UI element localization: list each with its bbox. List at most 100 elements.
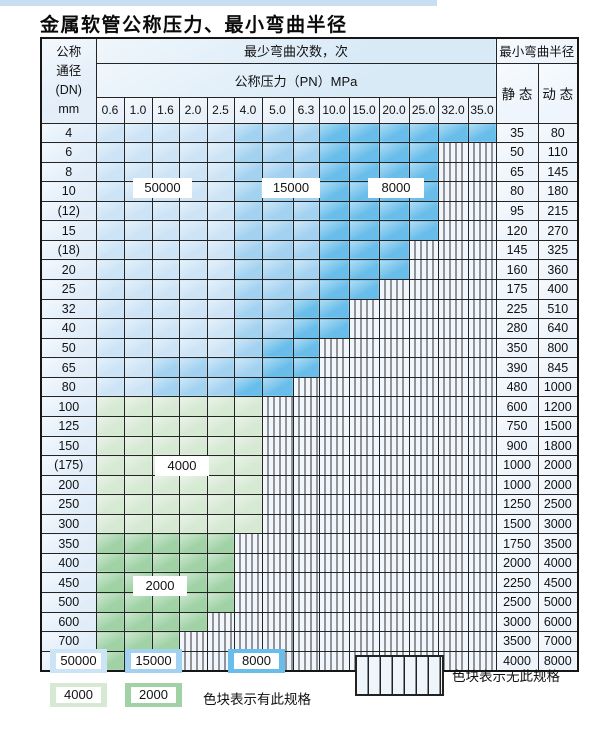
spec-cell-4000	[233, 415, 263, 437]
table-row: 25 175 400	[40, 279, 579, 300]
no-spec-cell	[178, 650, 208, 672]
no-spec-cell	[292, 552, 320, 574]
no-spec-cell	[292, 513, 320, 535]
no-spec-cell	[467, 415, 497, 437]
page-title: 金属软管公称压力、最小弯曲半径	[40, 14, 348, 36]
no-spec-cell	[348, 572, 380, 593]
spec-cell-4000	[233, 494, 263, 515]
static-value-cell: 1750	[495, 533, 539, 554]
no-spec-cell	[261, 474, 294, 496]
static-value-cell: 1000	[495, 474, 539, 496]
dn-cell: 100	[40, 396, 97, 417]
dn-cell: 150	[40, 435, 97, 457]
spec-cell-50000	[151, 239, 180, 261]
spec-cell-15000	[233, 181, 263, 202]
table-row: 450 2250 4500	[40, 572, 579, 593]
no-spec-cell	[378, 494, 410, 515]
spec-cell-4000	[233, 455, 263, 476]
static-value-cell: 3000	[495, 611, 539, 633]
table-row: 200 1000 2000	[40, 474, 579, 496]
dynamic-value-cell: 5000	[537, 592, 579, 613]
dn-cell: 80	[40, 376, 97, 398]
spec-cell-15000	[206, 376, 235, 398]
no-spec-cell	[348, 552, 380, 574]
no-spec-cell	[408, 376, 439, 398]
spec-cell-15000	[261, 259, 294, 280]
no-spec-cell	[408, 533, 439, 554]
no-spec-cell	[233, 572, 263, 593]
no-spec-cell	[318, 513, 350, 535]
spec-cell-8000	[378, 200, 410, 222]
spec-cell-50000	[178, 279, 208, 300]
dn-column-header: 公称 通径 (DN) mm	[40, 37, 97, 124]
spec-cell-8000	[408, 220, 439, 241]
table-row: (12) 95 215	[40, 200, 579, 222]
static-value-cell: 80	[495, 181, 539, 202]
spec-cell-50000	[95, 142, 125, 163]
no-spec-cell	[437, 611, 469, 633]
spec-cell-8000	[348, 161, 380, 183]
no-spec-cell	[437, 533, 469, 554]
spec-cell-50000	[123, 200, 153, 222]
dynamic-value-cell: 1000	[537, 376, 579, 398]
no-spec-cell	[318, 552, 350, 574]
legend-swatch-label: 2000	[131, 687, 176, 703]
no-spec-cell	[261, 592, 294, 613]
spec-cell-2000	[151, 552, 180, 574]
grid-label-50000: 50000	[133, 178, 192, 198]
no-spec-cell	[348, 318, 380, 339]
dynamic-value-cell: 270	[537, 220, 579, 241]
spec-cell-4000	[178, 396, 208, 417]
spec-cell-4000	[95, 396, 125, 417]
table-row: 50 350 800	[40, 337, 579, 359]
no-spec-cell	[378, 298, 410, 320]
spec-cell-50000	[206, 200, 235, 222]
spec-cell-50000	[95, 239, 125, 261]
grid-label-4000: 4000	[155, 456, 209, 476]
spec-cell-4000	[206, 396, 235, 417]
static-value-cell: 225	[495, 298, 539, 320]
spec-cell-8000	[437, 122, 469, 144]
spec-cell-50000	[95, 376, 125, 398]
no-spec-cell	[467, 611, 497, 633]
spec-cell-15000	[261, 298, 294, 320]
dynamic-value-cell: 510	[537, 298, 579, 320]
legend-swatch-15000: 15000	[125, 649, 182, 673]
spec-cell-50000	[95, 200, 125, 222]
table-row: 500 2500 5000	[40, 592, 579, 613]
min-bend-radius-header: 最小弯曲半径	[495, 37, 579, 64]
spec-cell-50000	[151, 279, 180, 300]
no-spec-cell	[467, 494, 497, 515]
no-spec-cell	[318, 337, 350, 359]
static-value-cell: 350	[495, 337, 539, 359]
spec-cell-50000	[178, 220, 208, 241]
spec-cell-4000	[206, 415, 235, 437]
spec-cell-50000	[95, 337, 125, 359]
spec-cell-50000	[178, 122, 208, 144]
spec-cell-15000	[233, 220, 263, 241]
spec-cell-50000	[95, 279, 125, 300]
table-row: 32 225 510	[40, 298, 579, 320]
spec-cell-4000	[206, 455, 235, 476]
dn-cell: 500	[40, 592, 97, 613]
spec-cell-4000	[151, 494, 180, 515]
no-spec-cell	[467, 396, 497, 417]
no-spec-cell	[348, 435, 380, 457]
no-spec-cell	[467, 474, 497, 496]
spec-cell-15000	[233, 200, 263, 222]
dynamic-value-cell: 3000	[537, 513, 579, 535]
no-spec-cell	[408, 357, 439, 378]
no-spec-cell	[348, 494, 380, 515]
no-spec-cell	[378, 357, 410, 378]
spec-cell-4000	[95, 415, 125, 437]
no-spec-cell	[348, 415, 380, 437]
table-row: 8 65 145	[40, 161, 579, 183]
spec-cell-50000	[123, 161, 153, 183]
table-row: (18) 145 325	[40, 239, 579, 261]
spec-cell-50000	[151, 220, 180, 241]
no-spec-cell	[292, 474, 320, 496]
no-spec-cell	[408, 415, 439, 437]
no-spec-cell	[408, 259, 439, 280]
no-spec-cell	[437, 161, 469, 183]
spec-cell-4000	[123, 513, 153, 535]
